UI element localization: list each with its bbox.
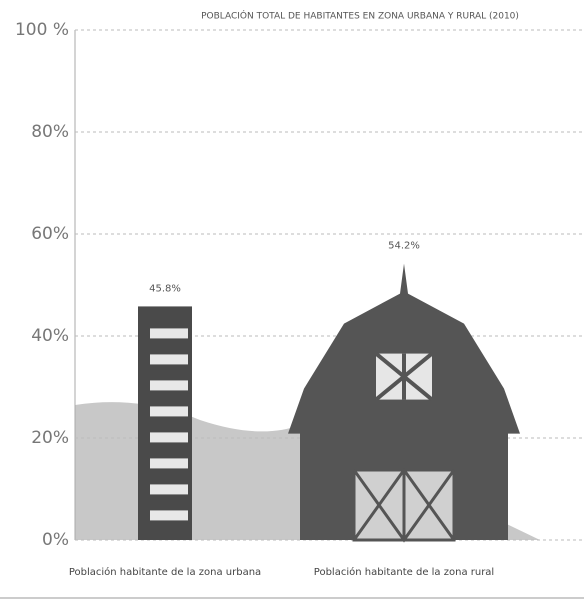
value-label: 54.2% <box>388 241 420 252</box>
window-strip <box>150 406 188 417</box>
building <box>138 306 192 540</box>
y-tick-label: 100 % <box>15 20 69 40</box>
window-strip <box>150 328 188 339</box>
x-tick-label: Población habitante de la zona urbana <box>69 566 261 578</box>
window-strip <box>150 510 188 521</box>
window-strip <box>150 380 188 391</box>
window-strip <box>150 458 188 469</box>
barn-window-cross <box>374 352 434 402</box>
y-tick-label: 80% <box>31 122 69 142</box>
window-strip <box>150 432 188 443</box>
window-strip <box>150 354 188 365</box>
chart-title: POBLACIÓN TOTAL DE HABITANTES EN ZONA UR… <box>201 10 519 22</box>
barn-door-cross <box>352 467 456 543</box>
y-tick-label: 0% <box>42 530 69 550</box>
y-tick-label: 40% <box>31 326 69 346</box>
window-strip <box>150 484 188 495</box>
value-label: 45.8% <box>149 283 181 294</box>
y-tick-label: 20% <box>31 428 69 448</box>
y-tick-label: 60% <box>31 224 69 244</box>
barn <box>288 263 520 540</box>
x-tick-label: Población habitante de la zona rural <box>314 566 494 578</box>
